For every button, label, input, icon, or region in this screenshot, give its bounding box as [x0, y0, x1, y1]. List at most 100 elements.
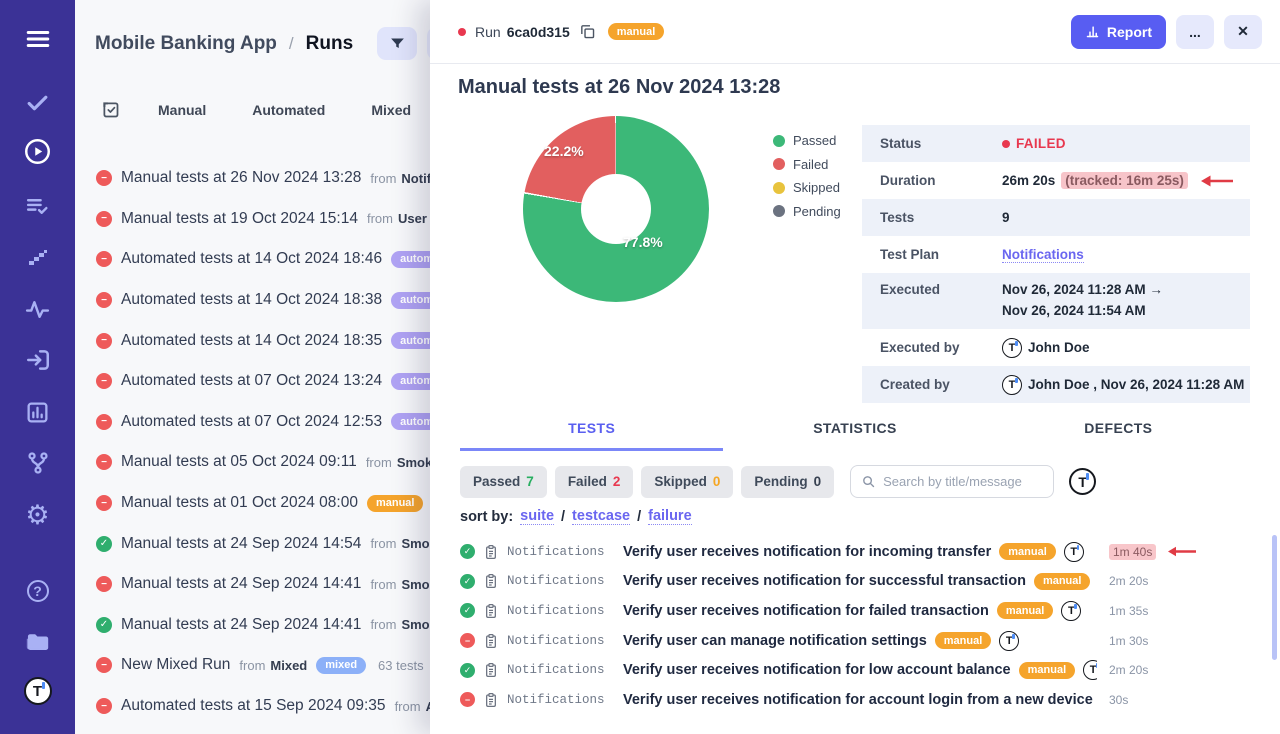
testomat-logo-icon: T: [23, 677, 52, 705]
tests-check-icon[interactable]: [0, 88, 75, 118]
suite-name[interactable]: Notifications: [507, 633, 605, 648]
tracked-duration: (tracked: 16m 25s): [1061, 172, 1188, 189]
clipboard-icon: [483, 633, 499, 649]
assignee-filter-avatar[interactable]: T: [1069, 468, 1097, 495]
run-detail-panel: Run 6ca0d315 manual Report ... ✕ Manual …: [430, 0, 1280, 734]
executed-range: Nov 26, 2024 11:28 AM → Nov 26, 2024 11:…: [1002, 282, 1163, 318]
tab-defects[interactable]: DEFECTS: [1084, 420, 1153, 436]
run-source[interactable]: Mixed: [270, 657, 308, 673]
tab-tests[interactable]: TESTS: [460, 420, 724, 451]
run-title: Automated tests at 15 Sep 2024 09:35: [121, 697, 386, 715]
pending-dot: [773, 205, 785, 217]
sort-by-testcase-link[interactable]: testcase: [572, 508, 631, 525]
test-title[interactable]: Verify user receives notification for ac…: [623, 691, 1093, 708]
user-avatar: T: [1002, 374, 1022, 395]
tab-manual[interactable]: Manual: [158, 101, 207, 118]
test-row[interactable]: − Notifications Verify user receives not…: [430, 685, 1280, 715]
run-type-badge: manual: [607, 23, 665, 40]
search-input[interactable]: [883, 474, 1044, 489]
test-row[interactable]: ✓ Notifications Verify user receives not…: [430, 596, 1280, 626]
test-title[interactable]: Verify user receives notification for in…: [623, 543, 992, 560]
report-button[interactable]: Report: [1070, 14, 1166, 49]
account-logo-avatar[interactable]: T: [0, 676, 75, 706]
test-plan-link[interactable]: Notifications: [1002, 246, 1084, 263]
test-title[interactable]: Verify user receives notification for fa…: [623, 602, 989, 619]
branch-icon[interactable]: [0, 448, 75, 478]
legend-pending: Pending: [773, 204, 841, 219]
suite-name[interactable]: Notifications: [507, 663, 605, 678]
assignee-avatar: T: [999, 630, 1020, 651]
testcases-list-icon[interactable]: [0, 191, 75, 221]
suite-name[interactable]: Notifications: [507, 574, 605, 589]
failed-status-icon: −: [96, 576, 112, 593]
search-icon: [863, 476, 875, 488]
tab-automated[interactable]: Automated: [252, 101, 326, 118]
test-row[interactable]: ✓ Notifications Verify user receives not…: [430, 655, 1280, 685]
run-title: Manual tests at 01 Oct 2024 08:00: [121, 494, 358, 512]
sort-by-failure-link[interactable]: failure: [648, 508, 692, 525]
test-row[interactable]: ✓ Notifications Verify user receives not…: [430, 567, 1280, 597]
projects-folder-icon[interactable]: [0, 626, 75, 656]
detail-row-status: Status FAILED: [862, 125, 1250, 162]
sort-by-suite-link[interactable]: suite: [520, 508, 555, 525]
test-title[interactable]: Verify user can manage notification sett…: [623, 632, 927, 649]
annotation-arrow-icon: [1167, 546, 1197, 557]
run-test-count: 63 tests: [378, 657, 424, 673]
filter-button[interactable]: [377, 27, 418, 60]
run-source[interactable]: Smoke: [396, 454, 440, 470]
suite-name[interactable]: Notifications: [507, 603, 605, 618]
run-row[interactable]: − Manual tests at 01 Oct 2024 08:00 manu…: [75, 483, 1280, 524]
copy-run-id-button[interactable]: [579, 23, 596, 40]
detail-row-executed-by: Executed by T John Doe: [862, 329, 1250, 366]
test-type-badge: manual: [934, 632, 992, 650]
test-duration: 1m 35s: [1109, 603, 1149, 618]
run-title: Manual tests at 24 Sep 2024 14:41: [121, 615, 362, 633]
sort-row: sort by: suite / testcase / failure: [460, 508, 692, 525]
filter-skipped-button[interactable]: Skipped 0: [641, 465, 734, 498]
test-title[interactable]: Verify user receives notification for su…: [623, 573, 1026, 590]
import-run-icon[interactable]: [0, 345, 75, 375]
test-list: ✓ Notifications Verify user receives not…: [430, 537, 1280, 715]
legend-skipped: Skipped: [773, 180, 841, 195]
run-row[interactable]: − Automated tests at 14 Oct 2024 18:35 a…: [75, 320, 1280, 361]
passed-status-icon: ✓: [460, 603, 475, 619]
filter-pending-button[interactable]: Pending 0: [741, 465, 835, 498]
run-title: Manual tests at 19 Oct 2024 15:14: [121, 209, 358, 227]
suite-name[interactable]: Notifications: [507, 692, 605, 707]
test-title[interactable]: Verify user receives notification for lo…: [623, 662, 1011, 679]
scrollbar-thumb[interactable]: [1272, 535, 1277, 660]
failed-status-icon: −: [96, 657, 112, 674]
steps-icon[interactable]: [0, 243, 75, 273]
run-title: Manual tests at 26 Nov 2024 13:28: [121, 169, 362, 187]
filter-passed-button[interactable]: Passed 7: [460, 465, 547, 498]
help-icon[interactable]: ?: [0, 576, 75, 606]
failed-status-icon: −: [96, 454, 112, 471]
tab-statistics[interactable]: STATISTICS: [813, 420, 897, 436]
run-row[interactable]: − New Mixed Run from Mixed mixed 63 test…: [75, 645, 1280, 686]
run-type-badge: manual: [366, 494, 424, 512]
menu-icon[interactable]: [0, 24, 75, 54]
activity-pulse-icon[interactable]: [0, 294, 75, 324]
breadcrumb-project[interactable]: Mobile Banking App: [95, 32, 277, 54]
tab-mixed[interactable]: Mixed: [371, 101, 412, 118]
test-type-badge: manual: [996, 602, 1054, 620]
close-panel-button[interactable]: ✕: [1224, 14, 1262, 49]
select-all-icon[interactable]: [100, 99, 121, 120]
run-title-heading: Manual tests at 26 Nov 2024 13:28: [458, 76, 781, 98]
funnel-icon: [390, 38, 404, 49]
filter-failed-button[interactable]: Failed 2: [554, 465, 634, 498]
analytics-chart-icon[interactable]: [0, 397, 75, 427]
run-title: Automated tests at 14 Oct 2024 18:46: [121, 250, 383, 268]
ellipsis-icon: ...: [1189, 23, 1201, 40]
settings-gear-icon[interactable]: ⚙: [25, 499, 50, 531]
clipboard-icon: [483, 573, 499, 589]
passed-status-icon: ✓: [96, 616, 112, 633]
more-actions-button[interactable]: ...: [1176, 14, 1214, 49]
suite-name[interactable]: Notifications: [507, 544, 605, 559]
failed-status-icon: −: [460, 692, 475, 708]
assignee-avatar: T: [1061, 600, 1082, 621]
failed-status-icon: −: [96, 495, 112, 512]
test-row[interactable]: − Notifications Verify user can manage n…: [430, 626, 1280, 656]
test-row[interactable]: ✓ Notifications Verify user receives not…: [430, 537, 1280, 567]
runs-play-icon[interactable]: [0, 136, 75, 166]
